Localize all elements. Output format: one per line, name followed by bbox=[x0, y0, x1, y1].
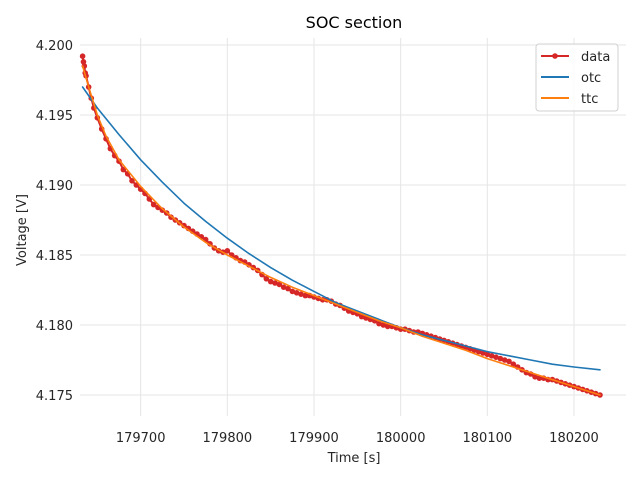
y-tick-label: 4.190 bbox=[36, 179, 73, 194]
x-tick-label: 179700 bbox=[116, 431, 166, 446]
y-axis-label: Voltage [V] bbox=[15, 194, 30, 266]
x-axis-label: Time [s] bbox=[327, 451, 381, 466]
y-tick-label: 4.185 bbox=[36, 249, 73, 264]
series-data-point bbox=[285, 285, 291, 292]
legend-data-marker bbox=[552, 53, 558, 59]
series-data-point bbox=[302, 292, 309, 299]
series-data-point bbox=[380, 322, 387, 328]
legend-otc-label: otc bbox=[581, 71, 601, 86]
legend-frame bbox=[535, 43, 619, 112]
series-data-point bbox=[120, 166, 127, 173]
y-axis-ticks: 4.175 4.180 4.185 4.190 4.195 4.200 bbox=[36, 39, 73, 404]
series-data-point bbox=[263, 276, 270, 282]
legend-data-label: data bbox=[581, 50, 610, 65]
series-data-point bbox=[293, 290, 300, 296]
series-data-point bbox=[79, 53, 86, 59]
series-data-point bbox=[510, 361, 517, 368]
series-data-point bbox=[493, 354, 499, 361]
chart-title: SOC section bbox=[306, 13, 403, 32]
x-tick-label: 180200 bbox=[549, 431, 599, 446]
y-tick-label: 4.200 bbox=[36, 39, 73, 54]
series-data-point bbox=[280, 284, 287, 291]
series-group bbox=[79, 53, 603, 398]
series-data-point bbox=[501, 357, 508, 363]
grid bbox=[80, 38, 626, 416]
y-tick-label: 4.195 bbox=[36, 109, 73, 124]
series-data-point bbox=[536, 375, 543, 382]
series-data-point bbox=[488, 353, 495, 359]
series-data-point bbox=[298, 291, 304, 298]
series-data-point bbox=[80, 59, 87, 65]
x-axis-ticks: 179700 179800 179900 180000 180100 180200 bbox=[116, 431, 599, 446]
series-data-point bbox=[376, 320, 382, 327]
x-tick-label: 179800 bbox=[203, 431, 253, 446]
series-data-point bbox=[272, 280, 278, 286]
series-data-point bbox=[150, 201, 157, 208]
series-data-point bbox=[267, 278, 274, 285]
series-data-point bbox=[484, 351, 491, 358]
series-data-point bbox=[159, 207, 166, 213]
y-tick-label: 4.175 bbox=[36, 389, 73, 404]
series-data-point bbox=[532, 374, 538, 380]
series-data-point bbox=[129, 178, 135, 184]
series-ttc-line bbox=[81, 65, 601, 396]
x-tick-label: 180100 bbox=[463, 431, 513, 446]
legend-ttc-label: ttc bbox=[581, 92, 598, 107]
legend: data otc ttc bbox=[535, 43, 619, 112]
series-data-point bbox=[384, 323, 391, 330]
series-otc-line bbox=[81, 86, 601, 371]
x-tick-label: 180000 bbox=[376, 431, 426, 446]
series-data-point bbox=[289, 288, 296, 295]
series-data-point bbox=[497, 355, 504, 362]
series-data-point bbox=[276, 281, 283, 288]
series-data-point bbox=[181, 222, 187, 229]
series-data-point bbox=[224, 248, 231, 254]
series-data-point bbox=[506, 358, 512, 365]
y-tick-label: 4.180 bbox=[36, 319, 73, 334]
x-tick-label: 179900 bbox=[289, 431, 339, 446]
